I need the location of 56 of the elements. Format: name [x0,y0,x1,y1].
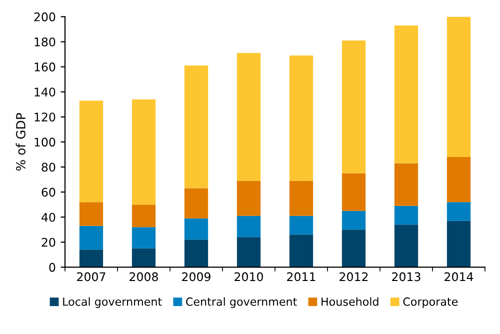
bar [79,226,104,250]
y-tick-label: 40 [42,212,56,222]
y-tick-label: 0 [49,262,56,272]
bar [79,202,104,226]
y-tick-label: 160 [34,62,56,72]
bar [289,216,314,235]
bar [342,173,366,211]
bar [184,240,208,268]
x-tick-label: 2008 [130,272,158,282]
x-tick-label: 2012 [340,272,368,282]
bar [236,180,261,216]
y-tick-label: 200 [34,12,56,22]
bar [446,156,471,202]
bar [446,16,471,157]
bar [394,163,418,206]
y-tick-label: 140 [34,88,56,97]
bar [289,234,314,268]
y-tick-label: 120 [34,112,56,122]
bar [132,204,156,228]
bar [342,210,366,230]
bar [446,202,471,221]
bar [132,227,156,248]
x-tick-label: 2011 [287,272,316,282]
bar [394,25,418,164]
y-tick-label: 20 [42,238,56,247]
bar [342,40,366,174]
bar [132,248,156,268]
y-axis-title: % of GDP [16,113,26,171]
bar [236,216,261,238]
bar [79,250,104,268]
bar [79,100,104,202]
x-tick-label: 2007 [77,272,106,282]
bar [132,99,156,205]
bar [184,218,208,240]
y-tick-label: 60 [42,188,56,197]
legend-label: Local government [63,297,162,308]
bar [236,237,261,268]
y-tick-label: 80 [42,162,56,172]
bar [446,220,471,268]
bar [236,53,261,181]
y-tick-label: 100 [34,138,56,147]
legend-label: Corporate [403,297,458,308]
bar [394,224,418,268]
legend-label: Central government [186,297,297,308]
bar [394,206,418,225]
y-tick-label: 180 [34,37,56,46]
bar [289,56,314,181]
legend-label: Household [322,297,378,306]
x-tick-label: 2010 [234,272,263,282]
x-tick-label: 2013 [392,272,420,282]
bar [289,180,314,216]
x-tick-label: 2009 [182,272,210,282]
bar [184,188,208,218]
bar [184,66,208,188]
x-tick-label: 2014 [444,272,474,282]
bar [342,230,366,268]
